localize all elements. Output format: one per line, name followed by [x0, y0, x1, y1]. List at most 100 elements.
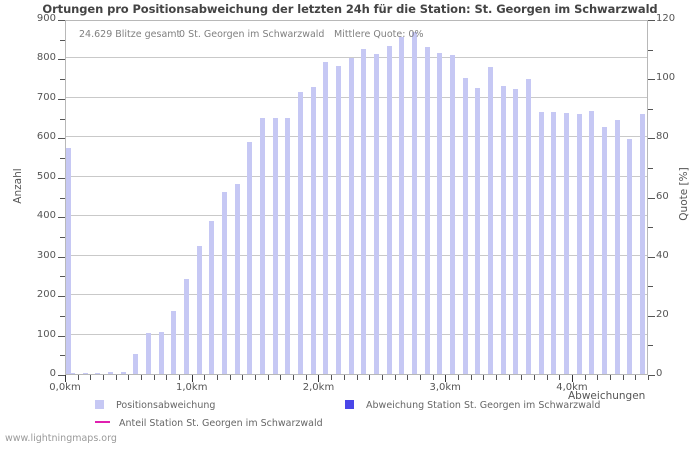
chart-legend: Positionsabweichung Abweichung Station S… [0, 396, 700, 436]
bar [538, 112, 544, 374]
x-axis-tick [419, 375, 421, 380]
x-axis-tick [141, 375, 143, 380]
legend-item-positionsabweichung[interactable]: Positionsabweichung [95, 400, 215, 411]
y-axis-right-tick-label: 100 [656, 72, 676, 84]
x-axis-tick [622, 375, 624, 380]
y-axis-left-tick-label: 500 [36, 170, 56, 182]
x-axis-tick [495, 375, 497, 380]
y-axis-right-tick-label: 40 [656, 249, 669, 261]
bar [259, 117, 265, 374]
bar [513, 88, 519, 374]
bar [196, 245, 202, 374]
x-axis-tick [508, 375, 510, 380]
y-axis-right-tick [648, 315, 655, 317]
x-axis-tick [356, 375, 358, 380]
legend-line-icon [95, 421, 110, 423]
x-axis-tick [229, 375, 231, 380]
x-axis-tick [546, 375, 548, 380]
legend-label: Positionsabweichung [116, 400, 216, 411]
y-axis-left-tick-label: 200 [36, 289, 56, 301]
bar [69, 373, 75, 374]
y-axis-left-tick [58, 59, 65, 61]
y-axis-right-tick [648, 138, 655, 140]
y-axis-right-minor-tick [648, 49, 653, 51]
y-axis-right-minor-tick [648, 108, 653, 110]
y-axis-left-tick-label: 100 [36, 328, 56, 340]
y-axis-left-minor-tick [60, 79, 65, 81]
y-axis-left-tick-label: 700 [36, 91, 56, 103]
legend-item-abweichung-station[interactable]: Abweichung Station St. Georgen im Schwar… [345, 400, 600, 411]
bar [551, 112, 557, 374]
y-axis-left-minor-tick [60, 315, 65, 317]
y-axis-left-tick [58, 375, 65, 376]
bar [602, 127, 608, 374]
x-axis-tick [255, 375, 257, 380]
x-axis-tick [77, 375, 79, 380]
x-axis-tick [166, 375, 168, 380]
x-axis-tick [369, 375, 371, 380]
y-axis-right-tick-label: 0 [656, 368, 663, 379]
bar [285, 118, 291, 374]
y-axis-left-tick [58, 177, 65, 179]
y-axis-left-tick [58, 98, 65, 100]
y-axis-right-tick-label: 60 [656, 190, 669, 202]
x-axis-tick [533, 375, 535, 380]
x-axis-title: Abweichungen [568, 390, 646, 402]
y-axis-right-tick [648, 20, 655, 21]
gridline [66, 215, 647, 217]
bar [133, 354, 139, 374]
x-axis-tick [115, 375, 117, 380]
x-axis-tick [293, 375, 295, 380]
annotation-station-count: 0 St. Georgen im Schwarzwald [179, 29, 325, 40]
legend-item-anteil-station[interactable]: Anteil Station St. Georgen im Schwarzwal… [95, 418, 323, 429]
bar [526, 78, 532, 374]
x-axis-tick [305, 375, 307, 380]
x-axis-tick [457, 375, 459, 380]
bar [462, 77, 468, 374]
y-axis-left-tick-label: 800 [36, 52, 56, 64]
bar [614, 119, 620, 374]
x-axis-tick [381, 375, 383, 380]
y-axis-left-minor-tick [60, 276, 65, 278]
y-axis-left-minor-tick [60, 236, 65, 238]
bar [348, 58, 354, 374]
bar [576, 114, 582, 374]
bar [171, 310, 177, 374]
y-axis-left-tick-label: 900 [36, 13, 56, 24]
y-axis-right-tick-label: 80 [656, 131, 669, 143]
bar [234, 183, 240, 374]
y-axis-right-tick [648, 197, 655, 199]
y-axis-left-minor-tick [60, 118, 65, 120]
y-axis-left-tick [58, 256, 65, 258]
bar [500, 86, 506, 374]
y-axis-left-tick-label: 600 [36, 131, 56, 143]
y-axis-right-minor-tick [648, 345, 653, 347]
bar [323, 62, 329, 374]
legend-swatch-icon [345, 400, 354, 409]
bar [209, 221, 215, 374]
legend-label: Abweichung Station St. Georgen im Schwar… [366, 400, 601, 411]
bar [158, 331, 164, 374]
bar [120, 371, 126, 374]
x-axis-tick [179, 375, 181, 380]
bar [107, 372, 113, 374]
annotation-mean-quote: Mittlere Quote: 0% [334, 29, 424, 40]
y-axis-right-tick [648, 256, 655, 258]
plot-area: 24.629 Blitze gesamt 0 St. Georgen im Sc… [65, 20, 648, 375]
x-axis-tick-label: 1,0km [176, 382, 208, 393]
x-axis-tick [521, 375, 523, 380]
x-axis-tick [128, 375, 130, 380]
x-axis-tick [331, 375, 333, 380]
bar [82, 372, 88, 374]
y-axis-left-tick [58, 138, 65, 140]
x-axis-tick [103, 375, 105, 380]
x-axis-tick [470, 375, 472, 380]
y-axis-left-tick [58, 217, 65, 219]
x-axis-tick [90, 375, 92, 380]
bar [437, 52, 443, 374]
x-axis-tick [204, 375, 206, 380]
x-axis-tick [343, 375, 345, 380]
x-axis-tick [597, 375, 599, 380]
y-axis-right-title: Quote [%] [678, 167, 690, 221]
